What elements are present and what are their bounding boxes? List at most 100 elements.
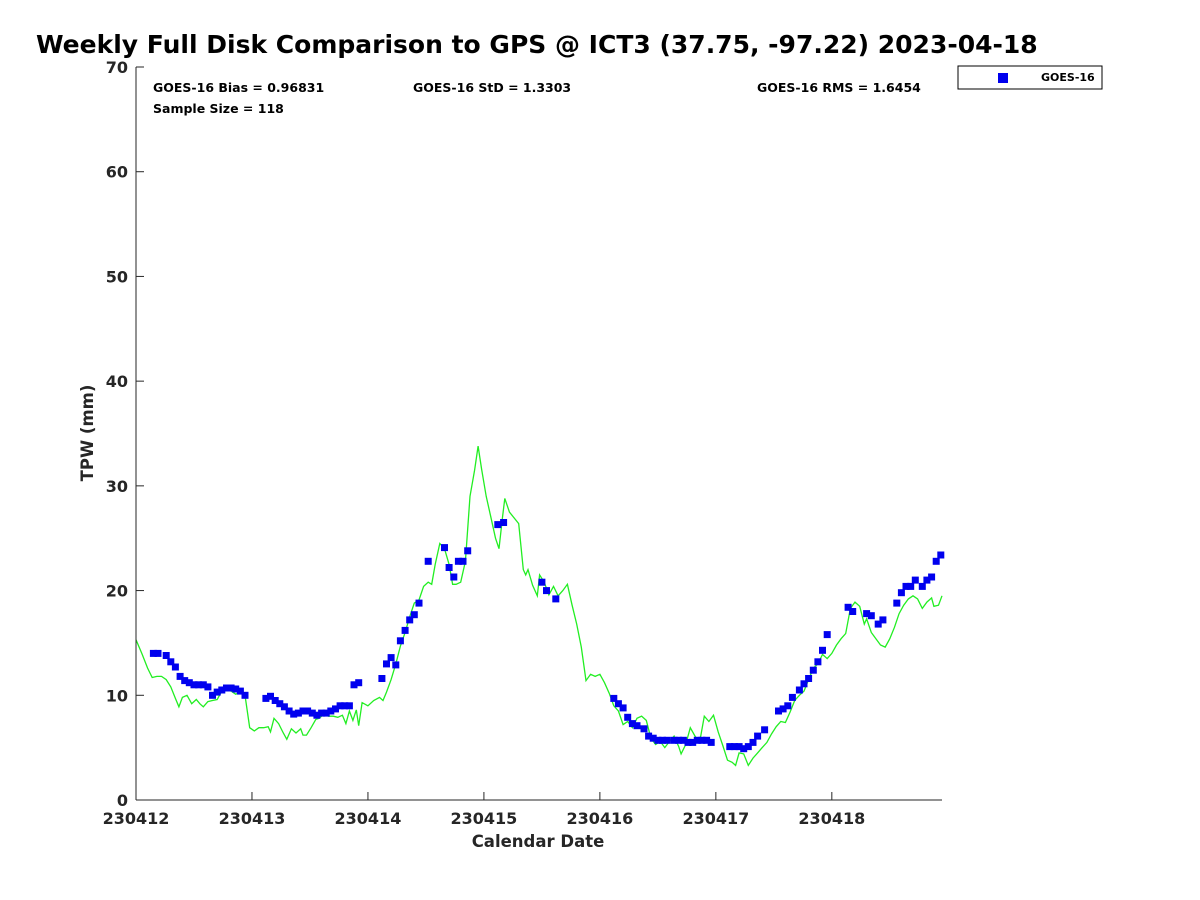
goes-data-point [378, 675, 386, 682]
goes-data-point [624, 713, 632, 721]
goes-data-point [805, 675, 813, 682]
goes-data-point [633, 722, 641, 730]
goes-data-point [893, 599, 901, 607]
goes-data-point [154, 649, 162, 657]
x-tick-label: 230413 [219, 809, 286, 828]
goes-data-point [454, 557, 462, 565]
goes-data-point [649, 734, 657, 742]
goes-data-point [355, 679, 363, 687]
goes-data-point [218, 686, 226, 694]
chart-title: Weekly Full Disk Comparison to GPS @ ICT… [36, 30, 1038, 59]
goes-data-point [610, 694, 618, 702]
goes-data-point [445, 564, 453, 571]
goes-data-point [406, 616, 414, 624]
goes-data-point [814, 658, 822, 666]
goes-data-point [823, 631, 831, 639]
x-tick-label: 230416 [566, 809, 633, 828]
y-tick-label: 40 [106, 372, 128, 391]
goes-data-point [928, 573, 936, 581]
goes-data-point [185, 679, 193, 687]
goes-data-point [543, 587, 550, 595]
goes-data-point [654, 736, 662, 744]
legend-label-goes: GOES-16 [1041, 71, 1095, 84]
goes-data-point [459, 557, 467, 565]
goes-data-point [304, 707, 312, 715]
gps-line [135, 446, 943, 767]
x-tick-label: 230415 [451, 809, 518, 828]
goes-data-point [171, 663, 179, 671]
goes-data-point [897, 589, 905, 597]
goes-data-point [800, 680, 808, 688]
goes-data-point [670, 736, 678, 744]
goes-data-point [730, 743, 738, 751]
y-tick-label: 20 [106, 582, 128, 601]
goes-data-point [726, 743, 734, 751]
goes-data-point [280, 703, 288, 711]
goes-data-point [937, 551, 945, 559]
goes-data-point [645, 732, 653, 740]
goes-data-point [204, 683, 212, 691]
goes-data-point [241, 691, 249, 699]
goes-data-point [236, 687, 244, 695]
goes-data-point [199, 681, 207, 689]
goes-data-point [761, 726, 769, 734]
goes-data-point [500, 519, 508, 526]
goes-data-point [640, 725, 648, 733]
goes-data-point [341, 702, 349, 710]
goes-data-point [740, 745, 748, 753]
goes-data-point [176, 672, 184, 680]
goes-data-point [299, 707, 307, 715]
goes-data-point [322, 709, 330, 717]
goes-data-point [863, 610, 871, 618]
goes-data-point [788, 693, 796, 701]
goes-data-point [874, 620, 882, 628]
x-axis-title: Calendar Date [472, 832, 605, 851]
goes-data-point [464, 547, 472, 555]
goes-data-point [675, 736, 683, 744]
y-tick-label: 50 [106, 267, 128, 286]
x-tick-label: 230414 [335, 809, 402, 828]
y-tick-label: 0 [117, 791, 128, 810]
goes-data-point [784, 702, 792, 710]
goes-data-point [679, 736, 687, 744]
goes-data-point [401, 626, 409, 634]
goes-data-point [223, 684, 230, 692]
goes-data-point [441, 544, 448, 552]
goes-data-point [290, 710, 298, 718]
goes-data-point [932, 557, 940, 565]
goes-data-point [162, 652, 170, 659]
goes-data-point [693, 736, 701, 744]
rms-stat: GOES-16 RMS = 1.6454 [757, 80, 921, 95]
goes-data-point [744, 743, 752, 751]
goes-data-point [415, 599, 423, 607]
goes-data-point [735, 743, 743, 751]
goes-data-point [703, 736, 711, 744]
y-tick-label: 60 [106, 163, 128, 182]
goes-data-point [918, 582, 926, 590]
legend: GOES-16 [957, 65, 1103, 90]
goes-data-point [628, 720, 636, 728]
goes-data-point [684, 738, 692, 746]
goes-data-point [779, 705, 787, 713]
y-tick-label: 70 [106, 58, 128, 77]
goes-data-point [552, 595, 560, 603]
y-axis-title: TPW (mm) [78, 385, 97, 482]
sample-size-stat: Sample Size = 118 [153, 101, 284, 116]
goes-data-point [227, 684, 235, 692]
legend-box [957, 65, 1103, 90]
goes-data-point [619, 704, 627, 712]
goes-data-point [795, 686, 803, 694]
goes-data-point [844, 603, 852, 611]
x-tick-label: 230417 [682, 809, 749, 828]
goes-data-point [396, 637, 404, 645]
goes-data-point [689, 738, 697, 746]
goes-data-point [262, 694, 270, 702]
goes-data-point [318, 709, 326, 717]
goes-data-point [923, 576, 931, 584]
goes-data-point [336, 702, 344, 710]
goes-data-point [749, 738, 757, 746]
x-tick-label: 230412 [103, 809, 170, 828]
goes-data-point [285, 707, 293, 715]
goes-data-point [149, 649, 157, 657]
